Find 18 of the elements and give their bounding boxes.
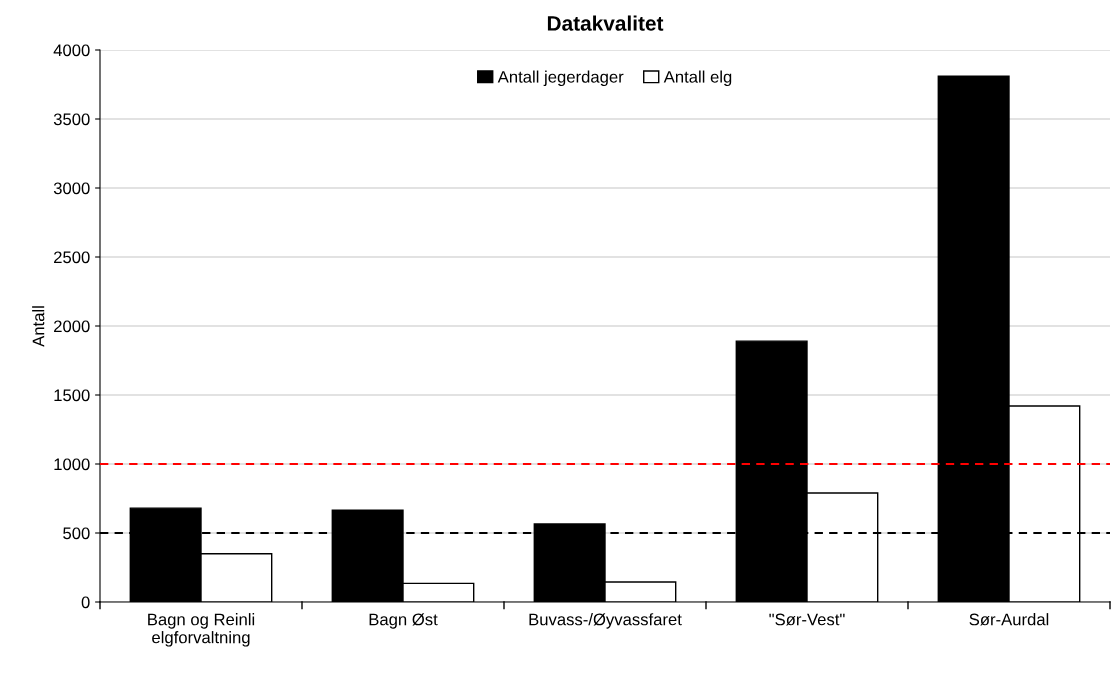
- legend-label: Antall elg: [663, 70, 732, 87]
- x-tick-label: Bagn Øst: [369, 613, 438, 629]
- x-tick-label: Sør-Aurdal: [969, 613, 1049, 626]
- y-tick-label: 1500: [54, 389, 90, 402]
- y-tick-label: 4000: [53, 44, 90, 57]
- y-tick-label: 0: [81, 596, 90, 609]
- x-tick-label: Bagn og Reinli elgforvaltning: [148, 613, 255, 647]
- legend-label: Antall jegerdager: [497, 70, 624, 87]
- y-tick-label: 2000: [54, 320, 90, 333]
- y-tick-label: 1000: [54, 458, 90, 471]
- y-tick-label: 500: [63, 527, 90, 540]
- y-tick-label: 3000: [53, 182, 90, 195]
- chart-title: Datakvalitet: [547, 15, 664, 31]
- y-tick-label: 2500: [54, 251, 90, 264]
- y-tick-label: 3500: [53, 113, 90, 126]
- y-axis-title: Antall: [32, 306, 45, 347]
- x-tick-label: Buvass-/Øyvassfaret: [529, 613, 682, 629]
- x-tick-label: "Sør-Vest": [769, 613, 845, 626]
